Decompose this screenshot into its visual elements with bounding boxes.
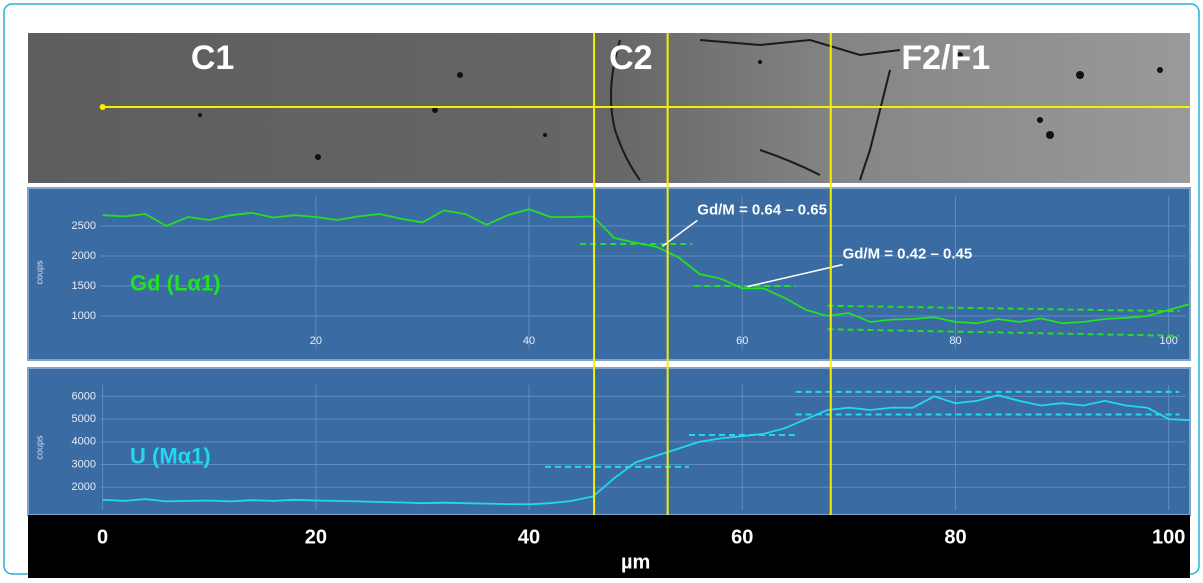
y-axis-label: coups (34, 435, 44, 460)
annotation: Gd/M = 0.64 – 0.65 (697, 201, 827, 218)
annotation: Gd/M = 0.42 – 0.45 (843, 246, 973, 263)
y-tick-label: 2000 (72, 481, 96, 493)
scan-start (99, 104, 106, 110)
x-tick-label: 20 (310, 335, 322, 347)
data-line (102, 208, 1191, 325)
y-axis-label: coups (34, 260, 44, 285)
y-tick-label: 2500 (72, 220, 96, 232)
y-tick-label: 2000 (72, 250, 96, 262)
y-tick-label: 1500 (72, 280, 96, 292)
y-tick-label: 1000 (72, 310, 96, 322)
x-tick-label: 20 (305, 526, 327, 548)
series-label: Gd (Lα1) (130, 271, 221, 296)
y-tick-label: 5000 (72, 413, 96, 425)
x-tick-label: 100 (1152, 526, 1185, 548)
y-tick-label: 3000 (72, 458, 96, 470)
x-tick-label: 80 (949, 335, 961, 347)
x-tick-label: 80 (944, 526, 966, 548)
y-tick-label: 6000 (72, 390, 96, 402)
zone-label: C1 (191, 39, 234, 77)
x-tick-label: 0 (97, 526, 108, 548)
x-axis-label: µm (621, 551, 650, 573)
x-tick-label: 40 (523, 335, 535, 347)
x-tick-label: 60 (731, 526, 753, 548)
zone-label: C2 (609, 39, 652, 77)
x-tick-label: 100 (1159, 335, 1177, 347)
cracks (610, 38, 901, 181)
leader-line (747, 263, 843, 288)
pores (198, 52, 1163, 160)
zone-label: F2/F1 (901, 39, 990, 77)
y-tick-label: 4000 (72, 436, 96, 448)
reference-line (827, 304, 1180, 313)
series-label: U (Mα1) (130, 443, 211, 468)
data-line (102, 394, 1191, 506)
x-tick-label: 60 (736, 335, 748, 347)
x-axis-bar (28, 515, 1190, 578)
x-tick-label: 40 (518, 526, 540, 548)
reference-line (827, 328, 1180, 337)
